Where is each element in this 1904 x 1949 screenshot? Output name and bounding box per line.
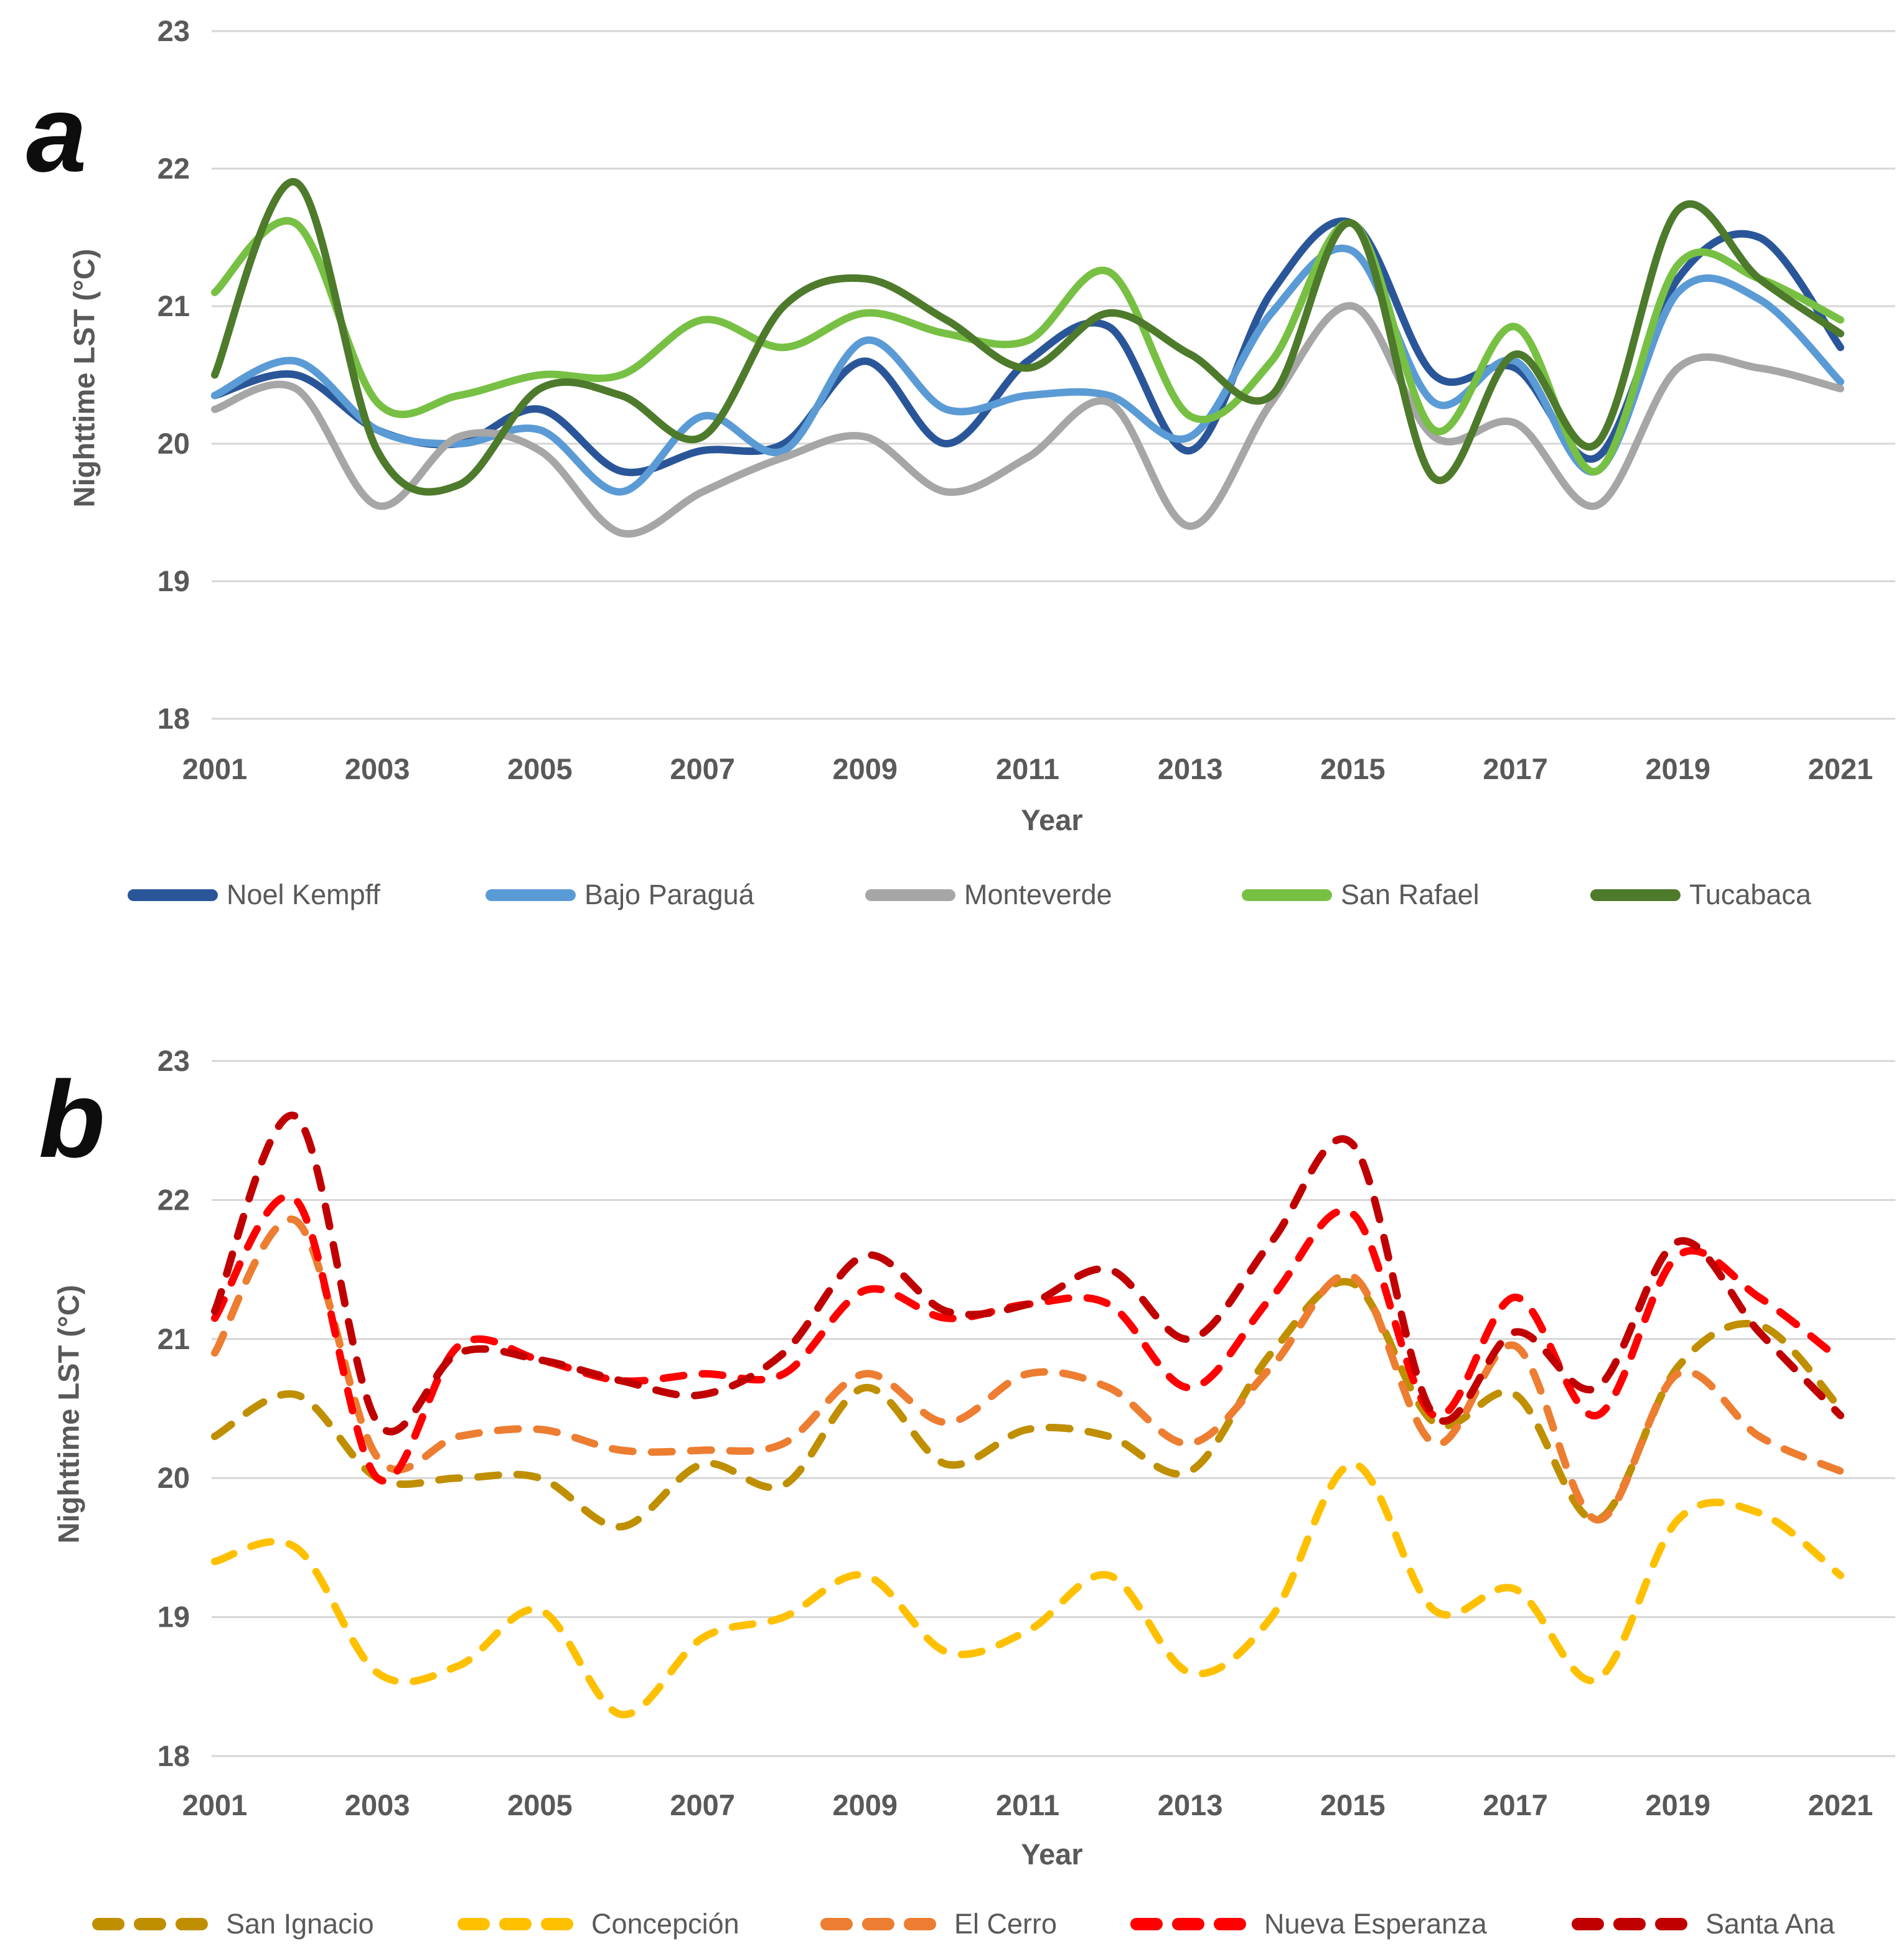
x-tick-2001: 2001 [182, 1788, 248, 1821]
y-tick-23: 23 [157, 1044, 190, 1077]
x-tick-2015: 2015 [1320, 752, 1386, 785]
x-tick-2011: 2011 [996, 1788, 1059, 1821]
y-tick-21: 21 [157, 1322, 190, 1355]
legend-label-San Rafael: San Rafael [1341, 879, 1480, 910]
legend-item-Monteverde: Monteverde [865, 870, 1112, 920]
y-tick-22: 22 [157, 1183, 190, 1216]
x-tick-2003: 2003 [345, 1788, 410, 1821]
x-tick-2019: 2019 [1646, 752, 1711, 785]
panel-b-letter: b [39, 1059, 105, 1180]
series-line-Concepción [211, 1460, 1844, 1719]
x-tick-2009: 2009 [833, 752, 898, 785]
panel-a-legend: Noel Kempff Bajo Paraguá Monteverde San Raf… [0, 870, 1904, 920]
x-tick-2009: 2009 [833, 1788, 898, 1821]
legend-item-Santa Ana: Santa Ana [1572, 1899, 1835, 1949]
legend-item-Nueva Esperanza: Nueva Esperanza [1130, 1899, 1487, 1949]
legend-label-Noel Kempff: Noel Kempff [227, 879, 380, 910]
series-line-El Cerro [211, 1215, 1844, 1524]
y-tick-21: 21 [157, 289, 190, 322]
y-tick-18: 18 [157, 702, 190, 735]
y-tick-18: 18 [157, 1739, 190, 1772]
y-tick-19: 19 [157, 1601, 190, 1634]
y-tick-19: 19 [157, 564, 190, 597]
series-line-San Rafael [211, 217, 1844, 475]
x-tick-2013: 2013 [1158, 1788, 1223, 1821]
legend-label-Tucabaca: Tucabaca [1689, 879, 1811, 910]
series-line-San Ignacio [211, 1278, 1844, 1531]
legend-label-Concepción: Concepción [591, 1908, 739, 1940]
legend-swatch-Concepción [457, 1918, 490, 1930]
legend-swatch-El Cerro [820, 1918, 853, 1930]
legend-swatch-San Ignacio [92, 1918, 124, 1930]
series-line-Tucabaca [211, 178, 1844, 496]
y-tick-23: 23 [157, 14, 190, 47]
panel-a-x-axis-title: Year [1021, 803, 1083, 836]
legend-swatch-Concepción [541, 1918, 573, 1930]
x-tick-2005: 2005 [507, 1788, 573, 1821]
legend-label-San Ignacio: San Ignacio [226, 1908, 374, 1940]
legend-swatch-Bajo Paraguá [485, 889, 576, 901]
legend-swatch-Tucabaca [1590, 889, 1681, 901]
y-tick-20: 20 [157, 1461, 190, 1494]
legend-label-Bajo Paraguá: Bajo Paraguá [584, 879, 754, 910]
y-tick-20: 20 [157, 427, 190, 460]
legend-item-San Rafael: San Rafael [1242, 870, 1480, 920]
panel-b-x-axis-title: Year [1021, 1838, 1083, 1871]
legend-item-San Ignacio: San Ignacio [92, 1899, 374, 1949]
legend-swatch-Santa Ana [1613, 1918, 1646, 1930]
legend-label-El Cerro: El Cerro [954, 1908, 1058, 1940]
series-line-Monteverde [211, 302, 1844, 538]
legend-swatch-Concepción [499, 1918, 532, 1930]
legend-swatch-Nueva Esperanza [1172, 1918, 1204, 1930]
legend-swatch-San Rafael [1242, 889, 1332, 901]
x-tick-2011: 2011 [996, 752, 1059, 785]
legend-swatch-Santa Ana [1655, 1918, 1687, 1930]
x-tick-2021: 2021 [1808, 1788, 1874, 1821]
legend-item-Bajo Paraguá: Bajo Paraguá [485, 870, 754, 920]
series-line-Nueva Esperanza [211, 1192, 1844, 1485]
legend-label-Nueva Esperanza: Nueva Esperanza [1264, 1908, 1487, 1940]
x-tick-2017: 2017 [1483, 752, 1548, 785]
legend-item-Tucabaca: Tucabaca [1590, 870, 1811, 920]
x-tick-2017: 2017 [1483, 1788, 1548, 1821]
legend-swatch-El Cerro [904, 1918, 936, 1930]
x-tick-2007: 2007 [670, 752, 735, 785]
legend-swatch-Noel Kempff [128, 889, 218, 901]
legend-item-Concepción: Concepción [457, 1899, 739, 1949]
x-tick-2007: 2007 [670, 1788, 735, 1821]
x-tick-2021: 2021 [1808, 752, 1874, 785]
series-line-Noel Kempff [211, 217, 1844, 477]
x-tick-2005: 2005 [507, 752, 573, 785]
panel-b-legend: San Ignacio Concepción El Cerro Nueva Esper… [0, 1899, 1904, 1949]
legend-swatch-San Ignacio [176, 1918, 208, 1930]
legend-label-Santa Ana: Santa Ana [1705, 1908, 1835, 1940]
legend-swatch-Santa Ana [1572, 1918, 1604, 1930]
legend-label-Monteverde: Monteverde [964, 879, 1112, 910]
legend-swatch-San Ignacio [134, 1918, 166, 1930]
x-tick-2013: 2013 [1158, 752, 1223, 785]
legend-swatch-Monteverde [865, 889, 955, 901]
y-tick-22: 22 [157, 152, 190, 185]
legend-swatch-El Cerro [862, 1918, 894, 1930]
legend-item-El Cerro: El Cerro [820, 1899, 1057, 1949]
panel-a-letter: a [26, 73, 87, 195]
x-tick-2015: 2015 [1320, 1788, 1386, 1821]
x-tick-2001: 2001 [182, 752, 248, 785]
series-line-Santa Ana [211, 1111, 1844, 1436]
legend-swatch-Nueva Esperanza [1214, 1918, 1246, 1930]
legend-item-Noel Kempff: Noel Kempff [128, 870, 380, 920]
x-tick-2003: 2003 [345, 752, 410, 785]
x-tick-2019: 2019 [1646, 1788, 1711, 1821]
legend-swatch-Nueva Esperanza [1130, 1918, 1163, 1930]
